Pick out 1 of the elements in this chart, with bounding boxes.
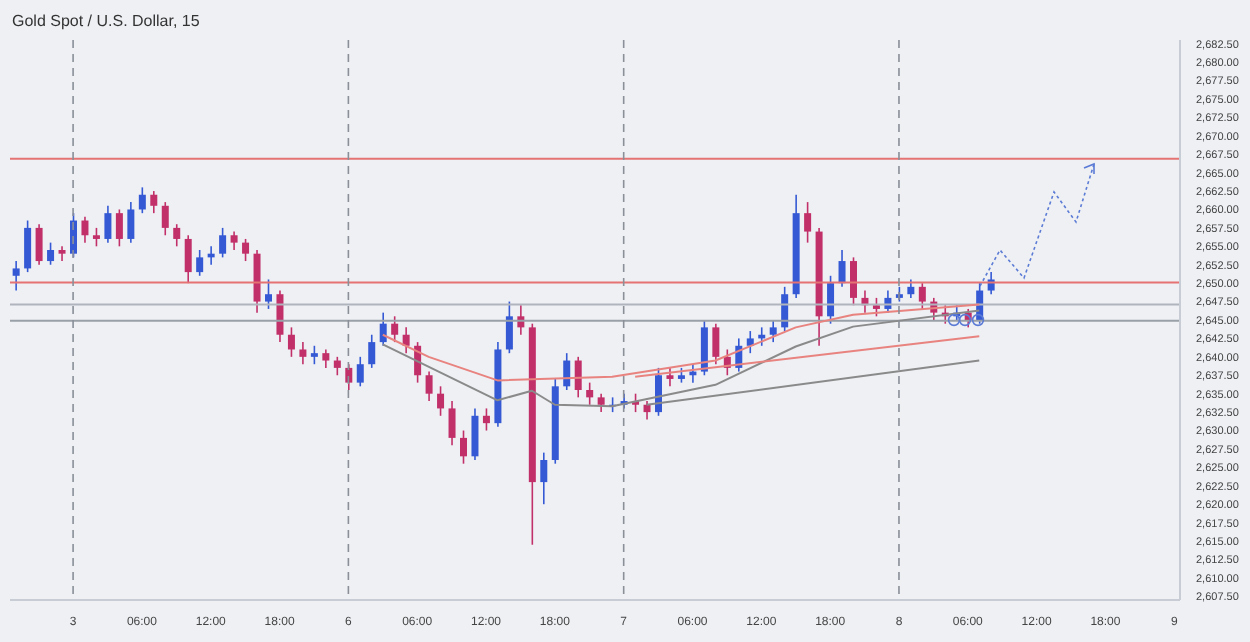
chart-title: Gold Spot / U.S. Dollar, 15 [12, 12, 200, 30]
